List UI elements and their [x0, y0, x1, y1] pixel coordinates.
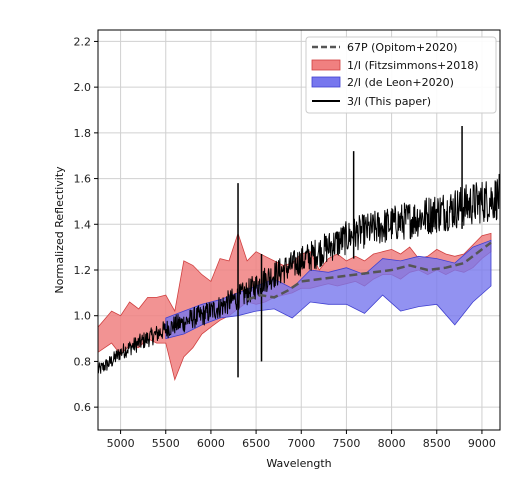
y-tick-label: 2.2 [74, 35, 92, 48]
x-axis-label: Wavelength [266, 457, 331, 470]
legend-label-deleon: 2/I (de Leon+2020) [347, 76, 454, 89]
y-tick-label: 2.0 [74, 81, 92, 94]
y-axis-label: Normalized Reflectivity [53, 166, 66, 294]
y-tick-label: 1.8 [74, 127, 92, 140]
x-tick-label: 6500 [242, 437, 270, 450]
y-tick-label: 0.6 [74, 401, 92, 414]
y-tick-label: 1.2 [74, 264, 92, 277]
legend: 67P (Opitom+2020) 1/I (Fitzsimmons+2018)… [305, 36, 497, 114]
y-axis-ticks: 0.6 0.8 1.0 1.2 1.4 1.6 1.8 2.0 2.2 [74, 35, 98, 414]
legend-label-opitom: 67P (Opitom+2020) [347, 41, 457, 54]
y-tick-label: 1.0 [74, 310, 92, 323]
x-tick-label: 5000 [107, 437, 135, 450]
legend-swatch-fitzsimmons [311, 59, 341, 71]
y-tick-label: 1.4 [74, 218, 92, 231]
y-tick-label: 0.8 [74, 355, 92, 368]
plot-frame [97, 29, 501, 431]
x-tick-label: 8000 [378, 437, 406, 450]
legend-label-this-paper: 3/I (This paper) [347, 95, 431, 108]
x-tick-label: 5500 [152, 437, 180, 450]
legend-label-fitzsimmons: 1/I (Fitzsimmons+2018) [347, 59, 479, 72]
y-tick-label: 1.6 [74, 173, 92, 186]
x-tick-label: 9000 [468, 437, 496, 450]
x-tick-label: 6000 [197, 437, 225, 450]
series-this-paper-line [98, 173, 500, 374]
x-tick-label: 7000 [287, 437, 315, 450]
series-layer [98, 126, 500, 382]
series-opitom-line [246, 241, 492, 301]
x-tick-label: 7500 [332, 437, 360, 450]
x-axis-ticks: 5000 5500 6000 6500 7000 7500 8000 8500 9000 [107, 430, 496, 450]
x-tick-label: 8500 [423, 437, 451, 450]
legend-swatch-deleon [311, 76, 341, 88]
legend-box [305, 36, 497, 114]
